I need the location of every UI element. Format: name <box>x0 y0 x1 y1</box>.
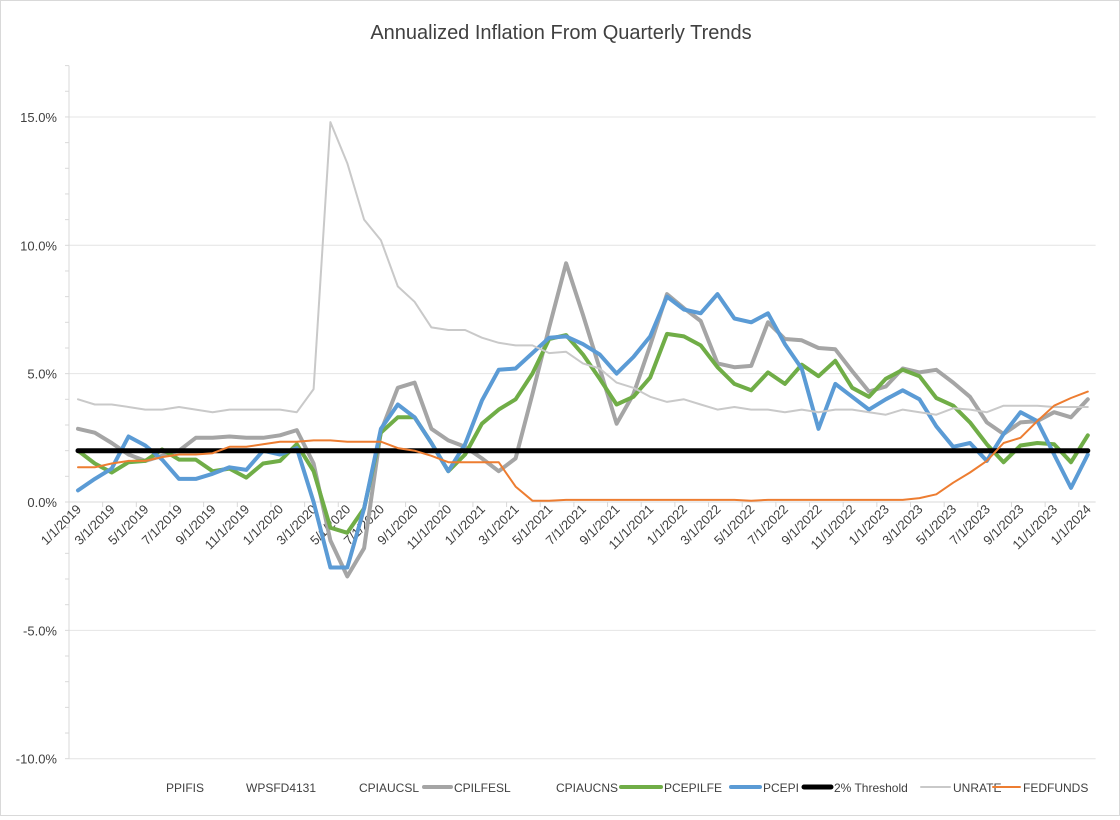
legend-label: FEDFUNDS <box>1023 781 1088 795</box>
y-tick-label: 15.0% <box>20 110 57 125</box>
legend-item: FEDFUNDS <box>992 781 1088 795</box>
legend-item: CPIAUCSL <box>359 781 419 795</box>
legend-label: PCEPILFE <box>664 781 722 795</box>
x-axis: 1/1/20193/1/20195/1/20197/1/20199/1/2019… <box>38 501 1096 552</box>
legend-item: CPILFESL <box>422 781 511 795</box>
legend-item: 2% Threshold <box>801 781 908 795</box>
y-axis: 15.0% 10.0% 5.0% 0.0% -5.0% -10.0% <box>16 65 70 767</box>
legend-label: CPILFESL <box>454 781 511 795</box>
legend-label: 2% Threshold <box>834 781 908 795</box>
legend-item: CPIAUCNS <box>556 781 618 795</box>
series-line-cpilfesl <box>76 261 1090 579</box>
legend-item: PCEPI <box>729 781 799 795</box>
legend-item: PCEPILFE <box>619 781 722 795</box>
series-line-pcepilfe <box>76 331 1090 535</box>
y-tick-label: 10.0% <box>20 238 57 253</box>
legend-item: UNRATE <box>920 781 1001 795</box>
y-tick-label: -5.0% <box>23 623 57 638</box>
legend-label: CPIAUCNS <box>556 781 618 795</box>
legend-label: CPIAUCSL <box>359 781 419 795</box>
legend-item: WPSFD4131 <box>246 781 316 795</box>
y-tick-label: 0.0% <box>27 495 57 510</box>
legend: PPIFIS WPSFD4131 CPIAUCSL CPILFESL CPIAUCNS P… <box>166 781 1088 795</box>
legend-label: WPSFD4131 <box>246 781 316 795</box>
legend-item: PPIFIS <box>166 781 204 795</box>
y-tick-label: -10.0% <box>16 752 58 767</box>
legend-label: PPIFIS <box>166 781 204 795</box>
series-line-pcepi <box>76 292 1090 570</box>
legend-label: PCEPI <box>763 781 799 795</box>
series-line-unrate <box>77 121 1089 416</box>
series-lines <box>75 121 1091 579</box>
series-line-fedfunds <box>77 390 1089 502</box>
chart-title: Annualized Inflation From Quarterly Tren… <box>370 22 751 44</box>
gridlines <box>69 116 1096 760</box>
legend-label: UNRATE <box>953 781 1001 795</box>
y-tick-label: 5.0% <box>27 367 57 382</box>
